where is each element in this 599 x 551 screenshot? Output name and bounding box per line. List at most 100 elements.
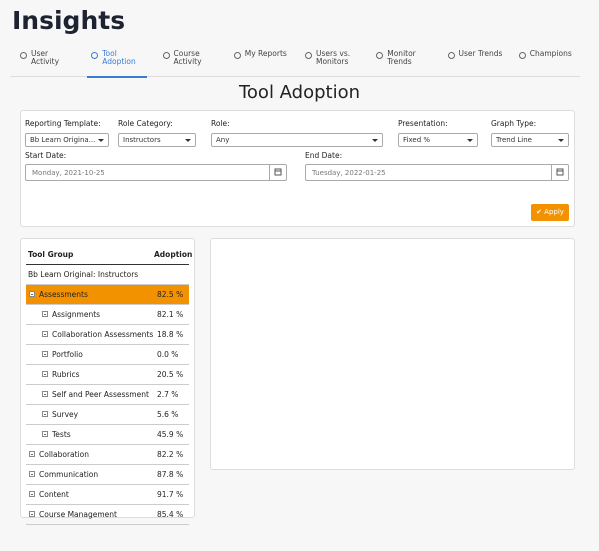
apply-button[interactable]: ✔ Apply (531, 204, 569, 221)
table-row[interactable]: Assignments 82.1 % (26, 305, 189, 325)
calendar-glyph: 0%50%100%Amount of active users using to… (274, 168, 599, 384)
date-label: End Date: (305, 151, 343, 160)
apply-label: Apply (544, 208, 564, 216)
select[interactable]: Bb Learn Origina... (25, 133, 109, 147)
adoption-value: 91.7 % (157, 490, 184, 499)
group-label: Bb Learn Original: Instructors (28, 270, 139, 279)
calendar-glyph (556, 168, 564, 176)
tab-icon (91, 52, 99, 59)
calendar-icon (551, 165, 568, 180)
table-row[interactable]: Self and Peer Assessment 2.7 % (26, 385, 189, 405)
tool-table: Tool Group Adoption Bb Learn Original: Ins… (20, 238, 195, 525)
tool-name: Assignments (52, 310, 101, 319)
tab[interactable]: Champions (509, 50, 580, 76)
adoption-value: 85.4 % (157, 510, 184, 519)
expander (29, 471, 35, 477)
tab-label: Monitor Trends (387, 49, 416, 66)
tab-icon (518, 52, 526, 59)
tool-name: Self and Peer Assessment (52, 390, 149, 399)
tab-icon (447, 52, 455, 59)
tab-label: Tool Adoption (102, 49, 136, 66)
table-header: Tool Group Adoption (26, 245, 193, 265)
select[interactable]: Instructors (118, 133, 196, 147)
tab-label: Course Activity (173, 49, 202, 66)
tab-icon (305, 52, 312, 59)
header-cell: Adoption (154, 250, 193, 259)
table-group: Bb Learn Original: Instructors (26, 265, 189, 285)
adoption-value: 45.9 % (157, 430, 184, 439)
expander (42, 431, 48, 437)
table-row[interactable]: Tests 45.9 % (26, 425, 189, 445)
table-row[interactable]: Course Management 85.4 % (26, 505, 189, 525)
select[interactable]: Trend Line (491, 133, 569, 147)
adoption-value: 2.7 % (157, 390, 179, 399)
expander (29, 291, 35, 297)
table-row[interactable]: Assessments 82.5 % (26, 285, 189, 305)
tab[interactable]: User Activity (10, 50, 81, 76)
tab[interactable]: My Reports (224, 50, 295, 76)
table-row[interactable]: Communication 87.8 % (26, 465, 189, 485)
tab-label: User Trends (458, 49, 503, 58)
adoption-value: 5.6 % (157, 410, 179, 419)
tool-name: Assessments (39, 290, 88, 299)
table-row[interactable]: Portfolio 0.0 % (26, 345, 189, 365)
tab-label: My Reports (244, 49, 287, 58)
tab-label: Champions (529, 49, 572, 58)
table-row[interactable]: Survey 5.6 % (26, 405, 189, 425)
table-row[interactable]: Collaboration 82.2 % (26, 445, 189, 465)
table-row[interactable]: Rubrics 20.5 % (26, 365, 189, 385)
tool-name: Survey (52, 410, 79, 419)
adoption-value: 0.0 % (157, 350, 179, 359)
adoption-value: 82.2 % (157, 450, 184, 459)
apply-icon: ✔ (536, 208, 545, 216)
adoption-value: 87.8 % (157, 470, 184, 479)
tool-name: Communication (39, 470, 99, 479)
chart (211, 239, 574, 469)
expander (29, 511, 35, 517)
filter-label: Role Category: (118, 119, 173, 128)
tab[interactable]: Monitor Trends (366, 50, 437, 76)
tab[interactable]: User Trends (438, 50, 509, 76)
expander (42, 371, 48, 377)
tool-name: Course Management (39, 510, 117, 519)
filter-label: Role: (211, 119, 230, 128)
tool-name: Portfolio (52, 350, 83, 359)
select[interactable]: Fixed % (398, 133, 478, 147)
tab-bar: User Activity Tool Adoption Course Activit… (10, 49, 580, 78)
expander (42, 391, 48, 397)
expander (42, 331, 48, 337)
adoption-value: 18.8 % (157, 330, 184, 339)
calendar-icon: 0%50%100%Amount of active users using to… (269, 165, 599, 384)
date-value: Monday, 2021-10-25 (32, 169, 105, 177)
app-title: Insights (12, 6, 126, 35)
filter-label: Presentation: (398, 119, 448, 128)
date-value: Tuesday, 2022-01-25 (312, 169, 386, 177)
expander (29, 451, 35, 457)
tool-name: Tests (52, 430, 71, 439)
table-row[interactable]: Content 91.7 % (26, 485, 189, 505)
tab[interactable]: Tool Adoption (81, 49, 152, 78)
tab-icon (233, 52, 241, 59)
adoption-value: 82.1 % (157, 310, 184, 319)
expander (42, 411, 48, 417)
tab[interactable]: Course Activity (153, 50, 224, 76)
tab[interactable]: Users vs. Monitors (295, 50, 366, 76)
tool-name: Rubrics (52, 370, 80, 379)
date-input[interactable]: Tuesday, 2022-01-25 (305, 164, 569, 181)
header-cell: Tool Group (28, 250, 74, 259)
tab-icon (20, 52, 27, 59)
select[interactable]: Any (211, 133, 383, 147)
chart-panel (210, 238, 575, 470)
adoption-value: 82.5 % (157, 290, 184, 299)
page-title: Tool Adoption (238, 82, 361, 103)
tool-name: Collaboration Assessments (52, 330, 154, 339)
tool-name: Collaboration (39, 450, 89, 459)
table-row[interactable]: Collaboration Assessments 18.8 % (26, 325, 189, 345)
filter-label: Graph Type: (491, 119, 537, 128)
adoption-value: 20.5 % (157, 370, 184, 379)
tool-name: Content (39, 490, 69, 499)
tab-label: Users vs. Monitors (316, 49, 351, 66)
expander (42, 311, 48, 317)
date-input[interactable]: Monday, 2021-10-25 0%50%100%Amount of act… (25, 164, 599, 384)
